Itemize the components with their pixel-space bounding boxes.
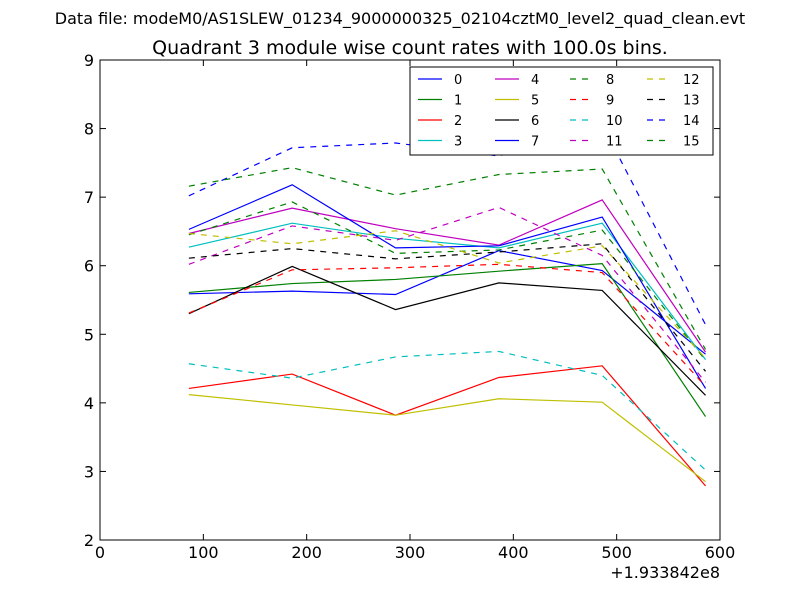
x-tick-label: 400 xyxy=(498,543,529,562)
legend-label-7: 7 xyxy=(531,135,539,150)
legend-label-10: 10 xyxy=(606,114,623,129)
series-lines xyxy=(188,123,707,487)
y-tick-label: 4 xyxy=(84,394,94,413)
series-line-12 xyxy=(188,230,706,359)
y-tick-label: 7 xyxy=(84,188,94,207)
legend-label-14: 14 xyxy=(683,114,700,129)
x-axis: 0 100 200 300 400 500 600 xyxy=(95,60,735,562)
legend-label-9: 9 xyxy=(606,94,614,109)
series-line-5 xyxy=(188,394,706,483)
suptitle: Data file: modeM0/AS1SLEW_01234_90000003… xyxy=(55,9,745,29)
series-line-10 xyxy=(188,350,706,471)
legend-label-5: 5 xyxy=(531,94,539,109)
x-tick-label: 200 xyxy=(291,543,322,562)
legend-label-0: 0 xyxy=(454,73,462,88)
legend-label-3: 3 xyxy=(454,135,462,150)
y-tick-label: 2 xyxy=(84,531,94,550)
legend-label-1: 1 xyxy=(454,94,462,109)
series-line-4 xyxy=(188,199,707,353)
chart-title: Quadrant 3 module wise count rates with … xyxy=(152,37,668,59)
plot-frame xyxy=(99,59,721,541)
x-tick-label: 600 xyxy=(705,543,736,562)
series-line-7 xyxy=(188,184,707,389)
y-tick-label: 8 xyxy=(84,120,94,139)
series-line-1 xyxy=(188,263,707,417)
series-line-9 xyxy=(188,263,706,387)
legend-label-4: 4 xyxy=(531,73,539,88)
legend-label-11: 11 xyxy=(606,135,623,150)
legend-label-12: 12 xyxy=(683,73,700,88)
series-line-0 xyxy=(188,250,706,355)
y-tick-label: 3 xyxy=(84,462,94,481)
x-tick-label: 0 xyxy=(95,543,105,562)
series-line-6 xyxy=(188,265,706,396)
series-line-8 xyxy=(188,201,707,361)
series-line-2 xyxy=(188,365,706,487)
y-tick-label: 5 xyxy=(84,325,94,344)
x-tick-label: 100 xyxy=(188,543,219,562)
y-tick-label: 6 xyxy=(84,257,94,276)
y-tick-label: 9 xyxy=(84,51,94,70)
series-line-11 xyxy=(188,206,706,383)
legend-label-13: 13 xyxy=(683,94,700,109)
x-tick-label: 300 xyxy=(395,543,426,562)
x-tick-label: 500 xyxy=(601,543,632,562)
x-offset-label: +1.933842e8 xyxy=(610,563,720,582)
legend-label-6: 6 xyxy=(531,114,539,129)
legend-label-15: 15 xyxy=(683,135,700,150)
legend-label-2: 2 xyxy=(454,114,462,129)
legend-label-8: 8 xyxy=(606,73,614,88)
series-line-13 xyxy=(188,243,706,372)
series-line-15 xyxy=(188,167,707,350)
